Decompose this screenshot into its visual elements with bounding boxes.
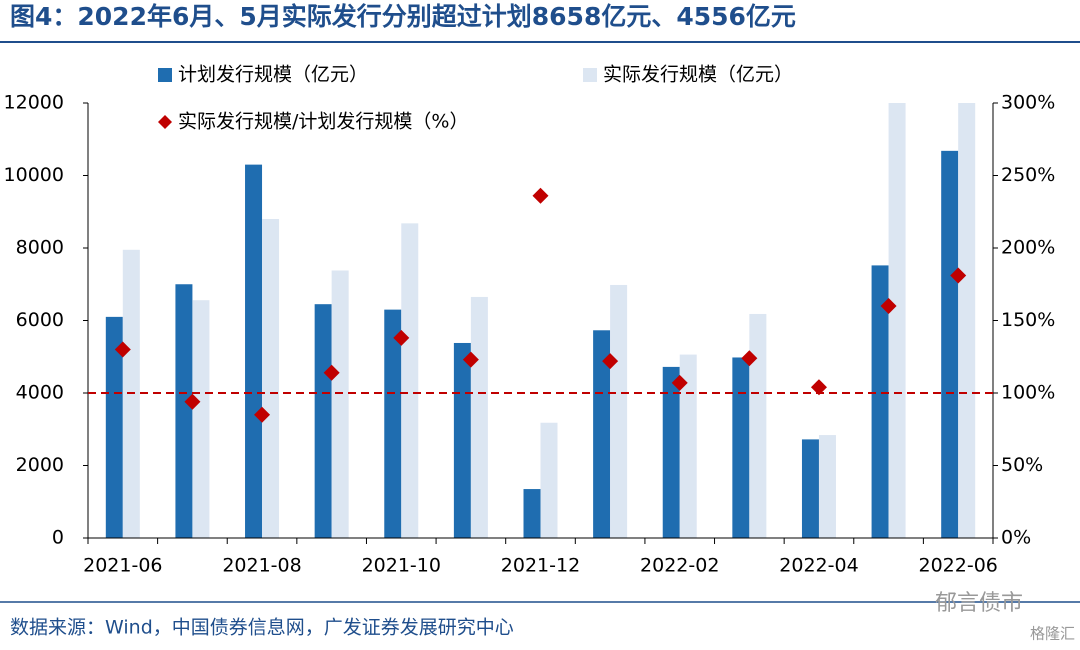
- ratio-marker: [671, 374, 688, 391]
- ratio-marker: [114, 341, 131, 358]
- bar: [818, 435, 836, 538]
- bar: [384, 309, 402, 538]
- x-tick-label: 2021-12: [501, 555, 580, 577]
- bar: [749, 313, 767, 538]
- ratio-marker: [602, 353, 619, 370]
- bar: [192, 300, 210, 538]
- bar: [245, 164, 263, 538]
- bar: [732, 357, 750, 538]
- bar: [801, 439, 819, 538]
- chart-title: 图4：2022年6月、5月实际发行分别超过计划8658亿元、4556亿元: [10, 2, 796, 31]
- watermark: 格隆汇: [1030, 625, 1075, 643]
- y-tick-label: 10000: [4, 164, 64, 186]
- bar: [523, 489, 541, 538]
- y2-tick-label: 50%: [1001, 454, 1043, 476]
- source: 数据来源：Wind，中国债券信息网，广发证券发展研究中心: [10, 617, 514, 639]
- x-tick-label: 2021-08: [222, 555, 301, 577]
- ratio-marker: [810, 379, 827, 396]
- ratio-marker: [184, 393, 201, 410]
- bar: [540, 422, 558, 538]
- bar: [262, 219, 280, 538]
- x-tick-label: 2022-06: [918, 555, 997, 577]
- ratio-marker: [323, 364, 340, 381]
- bar: [888, 103, 906, 538]
- ratio-marker: [462, 351, 479, 368]
- x-tick-label: 2021-06: [83, 555, 162, 577]
- bar: [593, 330, 611, 538]
- legend-label: 实际发行规模/计划发行规模（%）: [178, 111, 468, 133]
- y2-tick-label: 300%: [1001, 92, 1055, 114]
- bar: [331, 270, 349, 538]
- legend-swatch: [158, 115, 172, 129]
- bar: [314, 304, 332, 538]
- ratio-marker: [950, 267, 967, 284]
- bar: [401, 223, 419, 538]
- y-tick-label: 8000: [16, 237, 64, 259]
- legend-label: 实际发行规模（亿元）: [603, 64, 793, 86]
- y-tick-label: 2000: [16, 454, 64, 476]
- y2-tick-label: 250%: [1001, 164, 1055, 186]
- y2-tick-label: 200%: [1001, 237, 1055, 259]
- ratio-marker: [532, 187, 549, 204]
- ratio-marker: [393, 329, 410, 346]
- legend-label: 计划发行规模（亿元）: [178, 64, 368, 86]
- ratio-marker: [254, 406, 271, 423]
- bar: [679, 354, 697, 538]
- x-tick-label: 2021-10: [362, 555, 441, 577]
- bar: [105, 316, 123, 538]
- y-tick-label: 6000: [16, 309, 64, 331]
- y2-tick-label: 100%: [1001, 382, 1055, 404]
- legend-swatch: [583, 68, 597, 82]
- y2-tick-label: 0%: [1001, 527, 1031, 549]
- y2-tick-label: 150%: [1001, 309, 1055, 331]
- legend-swatch: [158, 68, 172, 82]
- bar: [610, 284, 628, 538]
- bar: [871, 265, 889, 538]
- y-tick-label: 12000: [4, 92, 64, 114]
- bar: [941, 150, 959, 538]
- bar: [470, 296, 488, 538]
- watermark: 郁言债市: [935, 591, 1023, 616]
- bar: [662, 366, 680, 538]
- y-tick-label: 4000: [16, 382, 64, 404]
- ratio-marker: [880, 298, 897, 314]
- y-tick-label: 0: [52, 527, 64, 549]
- x-tick-label: 2022-04: [779, 555, 858, 577]
- bar: [958, 103, 976, 538]
- bar: [453, 342, 471, 538]
- plot-area: [105, 103, 976, 538]
- bar: [175, 284, 193, 538]
- x-tick-label: 2022-02: [640, 555, 719, 577]
- ratio-marker: [741, 350, 758, 367]
